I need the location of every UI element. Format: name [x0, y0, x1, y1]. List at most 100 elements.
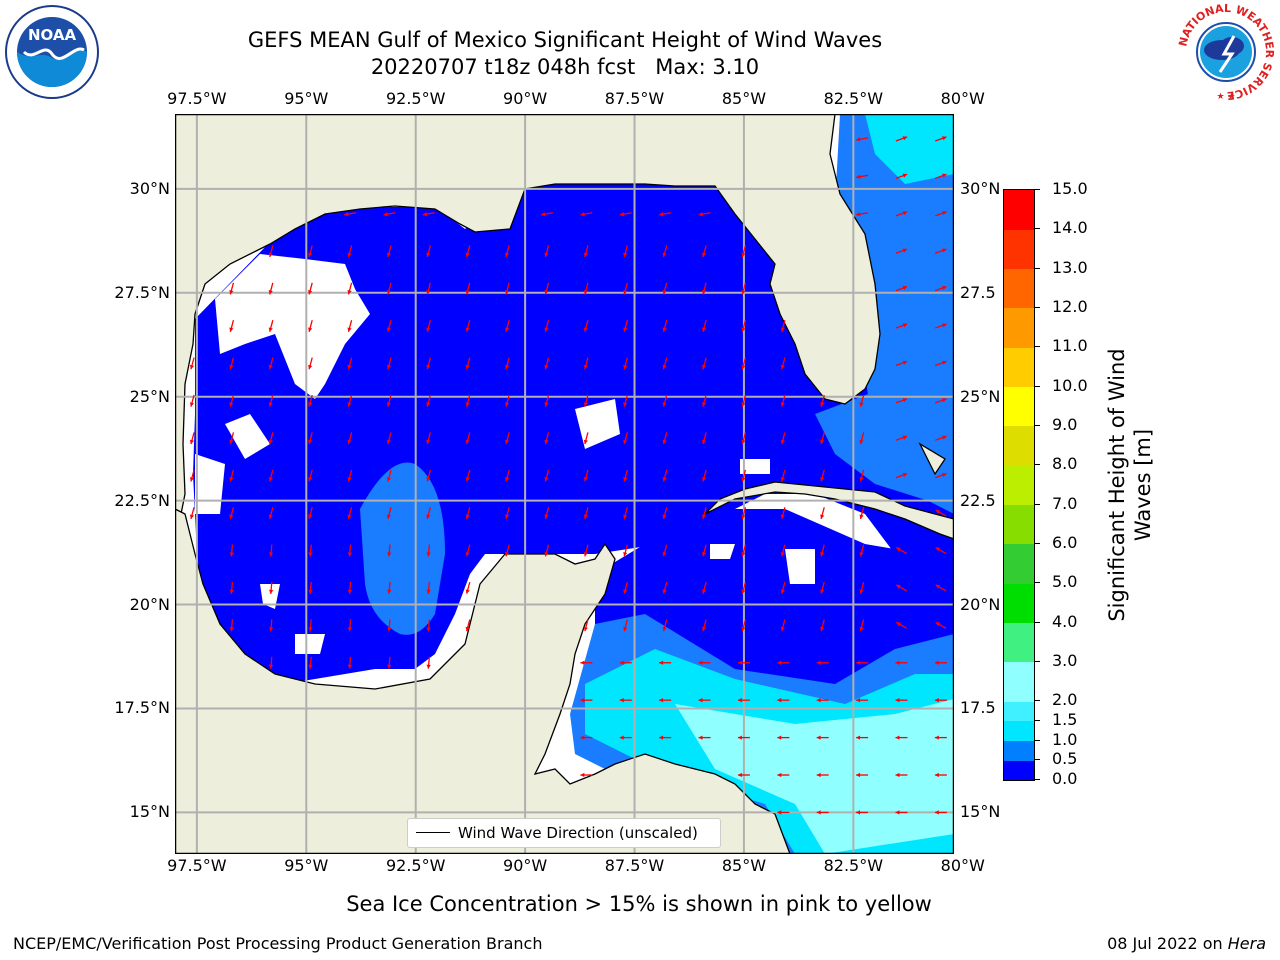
sea-ice-note-text: Sea Ice Concentration > 15% is shown in … — [346, 892, 932, 916]
land-bahamas — [918, 442, 946, 476]
wave-arrow — [741, 469, 747, 482]
wave-arrow — [229, 282, 235, 295]
wave-arrow — [308, 432, 313, 445]
wave-arrow — [426, 432, 432, 445]
wave-arrow — [544, 320, 550, 332]
campeche-contour — [360, 462, 445, 635]
land-mexico — [175, 508, 791, 854]
colorbar-tick — [1034, 503, 1040, 505]
wave-arrow — [935, 398, 947, 404]
wave-arrow — [580, 698, 593, 703]
colorbar-segment — [1004, 760, 1034, 781]
wave-arrow — [619, 660, 632, 665]
wave-arrow — [465, 544, 471, 557]
wave-arrow — [347, 394, 353, 407]
wave-arrow — [504, 282, 510, 295]
colorbar-tick — [1034, 346, 1040, 348]
wave-arrow — [934, 660, 947, 665]
footer-host: Hera — [1227, 934, 1266, 953]
colorbar-tick-label: 5.0 — [1052, 572, 1078, 592]
wave-arrow — [544, 507, 550, 520]
wave-arrow — [229, 507, 235, 520]
wave-arrow — [426, 282, 432, 295]
wave-arrow — [229, 320, 235, 332]
wave-arrow — [856, 810, 869, 815]
noaa-logo-text: NOAA — [28, 26, 77, 44]
wave-arrow — [816, 698, 829, 703]
wave-arrow — [820, 394, 825, 407]
map-legend: Wind Wave Direction (unscaled) — [407, 818, 721, 848]
colorbar-segment — [1004, 504, 1034, 545]
wave-arrow — [701, 581, 707, 594]
wave-arrow — [347, 245, 353, 258]
wave-arrow — [189, 469, 195, 482]
land-us — [175, 114, 954, 565]
wave-arrow — [701, 432, 707, 445]
wave-arrow — [777, 735, 790, 740]
wave-arrow — [386, 432, 392, 445]
wave-arrow — [780, 507, 786, 520]
wave-arrow — [308, 507, 313, 520]
footer-branch: NCEP/EMC/Verification Post Processing Pr… — [13, 934, 543, 953]
wave-arrow — [935, 509, 947, 517]
wave-arrow — [935, 435, 947, 441]
colorbar-segment — [1004, 701, 1034, 722]
wave-arrow — [623, 507, 628, 520]
wave-arrow — [583, 394, 589, 407]
wave-arrow — [659, 735, 672, 740]
wave-arrow — [386, 469, 392, 482]
wave-arrow — [344, 212, 357, 217]
wave-arrow — [934, 698, 947, 703]
wave-arrow — [268, 245, 274, 258]
wave-arrow — [426, 656, 431, 669]
wave-arrow — [741, 507, 747, 520]
wave-arrow — [662, 432, 668, 445]
wave-arrow — [741, 320, 747, 332]
wave-arrow — [701, 320, 707, 332]
wave-arrow — [935, 211, 947, 217]
wave-arrow — [583, 282, 589, 295]
wave-direction-arrows — [189, 136, 947, 815]
wave-arrow — [465, 394, 471, 407]
wave-arrow — [895, 211, 908, 217]
wave-arrow — [229, 469, 235, 482]
wave-arrow — [387, 656, 392, 669]
wave-arrow — [580, 212, 593, 217]
wave-arrow — [820, 432, 825, 445]
wave-arrow — [347, 544, 353, 557]
wave-arrow — [189, 357, 195, 370]
wave-arrow — [347, 469, 353, 482]
wave-arrow — [229, 544, 234, 557]
wave-arrow — [662, 544, 668, 557]
wave-arrow — [820, 544, 825, 557]
wave-arrow — [741, 357, 747, 370]
wave-arrow — [347, 507, 353, 520]
lon-label-bottom: 95°W — [284, 856, 329, 875]
wave-arrow — [741, 432, 747, 445]
wave-arrow — [895, 660, 908, 665]
wave-arrow — [583, 245, 589, 258]
lat-label-right: 17.5 — [960, 698, 996, 718]
wave-arrow — [465, 357, 471, 370]
wave-arrow — [504, 320, 510, 332]
wave-arrow — [583, 432, 589, 445]
colorbar-segment — [1004, 190, 1034, 230]
wave-arrow — [737, 735, 750, 740]
colorbar-tick — [1034, 582, 1040, 584]
lon-label-bottom: 85°W — [721, 856, 767, 875]
colorbar-tick-label: 13.0 — [1052, 257, 1088, 277]
wave-arrow — [895, 285, 908, 292]
colorbar-tick-label: 1.0 — [1052, 729, 1078, 749]
wave-arrow — [623, 469, 628, 482]
lon-label-top: 92.5°W — [385, 89, 446, 108]
wave-arrow — [583, 469, 589, 482]
wave-arrow — [347, 656, 353, 669]
wave-arrow — [780, 619, 786, 632]
wave-arrow — [856, 174, 869, 179]
wave-arrow — [780, 469, 786, 482]
wave-arrow — [895, 772, 908, 778]
wave-arrow — [935, 360, 947, 367]
colorbar-segment — [1004, 721, 1034, 742]
wave-arrow — [701, 544, 707, 557]
wave-arrow — [544, 544, 550, 557]
